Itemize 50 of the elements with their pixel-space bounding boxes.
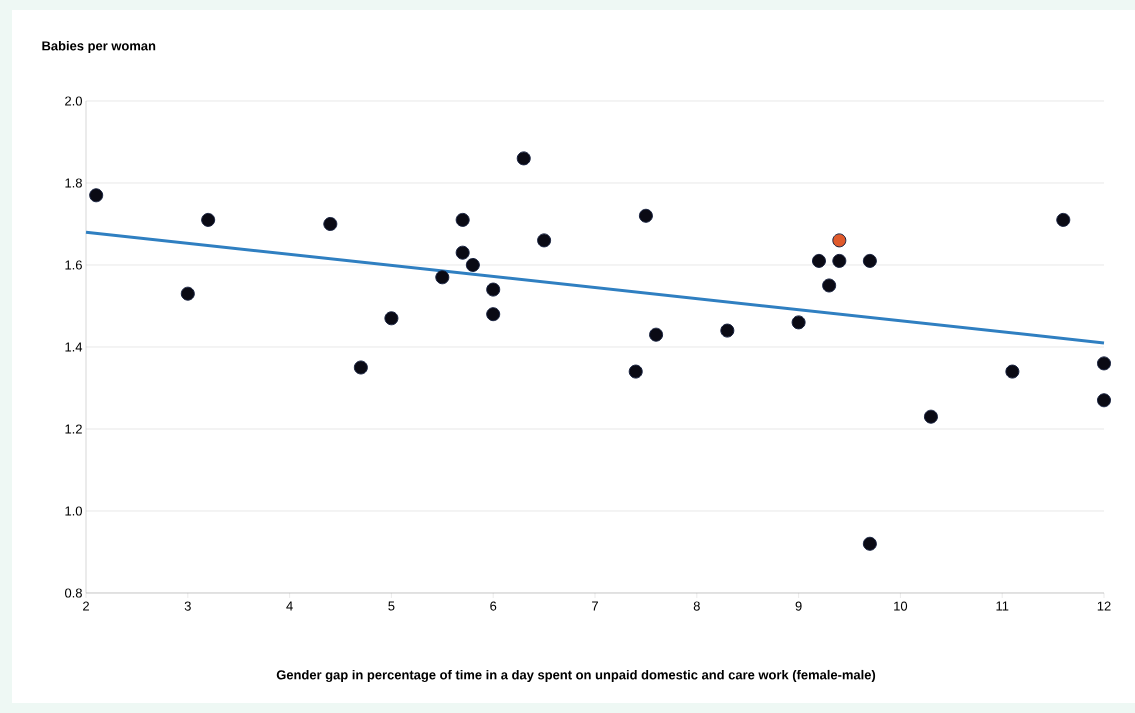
y-tick-label: 1.2: [65, 424, 82, 434]
x-tick-label: 5: [388, 601, 395, 611]
point: [822, 278, 837, 293]
y-tick-label: 2.0: [65, 96, 82, 106]
y-tick-label: 1.6: [65, 260, 82, 270]
point: [862, 253, 877, 268]
y-tick-label: 0.8: [64, 588, 82, 598]
point: [465, 257, 480, 272]
point: [537, 233, 552, 248]
point: [516, 151, 531, 166]
y-tick-label: 1.8: [65, 178, 82, 188]
point: [435, 270, 450, 285]
point: [323, 216, 338, 231]
point: [180, 286, 195, 301]
x-tick-label: 7: [592, 601, 598, 611]
point: [862, 536, 877, 551]
y-tick-label: 1.4: [65, 342, 83, 352]
x-tick-label: 6: [490, 601, 497, 611]
point: [201, 212, 216, 227]
point: [628, 364, 643, 379]
point: [1056, 212, 1071, 227]
x-tick-label: 9: [795, 601, 802, 611]
point: [1097, 356, 1111, 371]
point: [832, 253, 847, 268]
point: [649, 327, 664, 342]
point: [638, 208, 653, 223]
x-tick-label: 10: [894, 601, 908, 611]
x-tick-label: 12: [1097, 601, 1111, 611]
point: [353, 360, 368, 375]
x-tick-label: 3: [184, 601, 191, 611]
point: [89, 188, 104, 203]
y-tick-label: 1.0: [65, 506, 82, 516]
x-tick-label: 11: [996, 601, 1009, 611]
point: [486, 282, 501, 297]
point: [384, 311, 399, 326]
x-tick-label: 8: [693, 601, 700, 611]
point: [923, 409, 938, 424]
point: [811, 253, 826, 268]
point: [486, 307, 501, 322]
point: [720, 323, 735, 338]
point: [1097, 393, 1111, 408]
point: [1005, 364, 1020, 379]
point: [832, 233, 847, 248]
point: [791, 315, 806, 330]
point: [455, 245, 470, 260]
x-tick-label: 4: [286, 601, 293, 611]
y-axis-title: Babies per woman: [42, 40, 156, 54]
point: [455, 212, 470, 227]
x-axis-title: Gender gap in percentage of time in a day spent on unpaid domestic and care work (female-male): [276, 669, 876, 683]
x-tick-label: 2: [83, 601, 89, 611]
